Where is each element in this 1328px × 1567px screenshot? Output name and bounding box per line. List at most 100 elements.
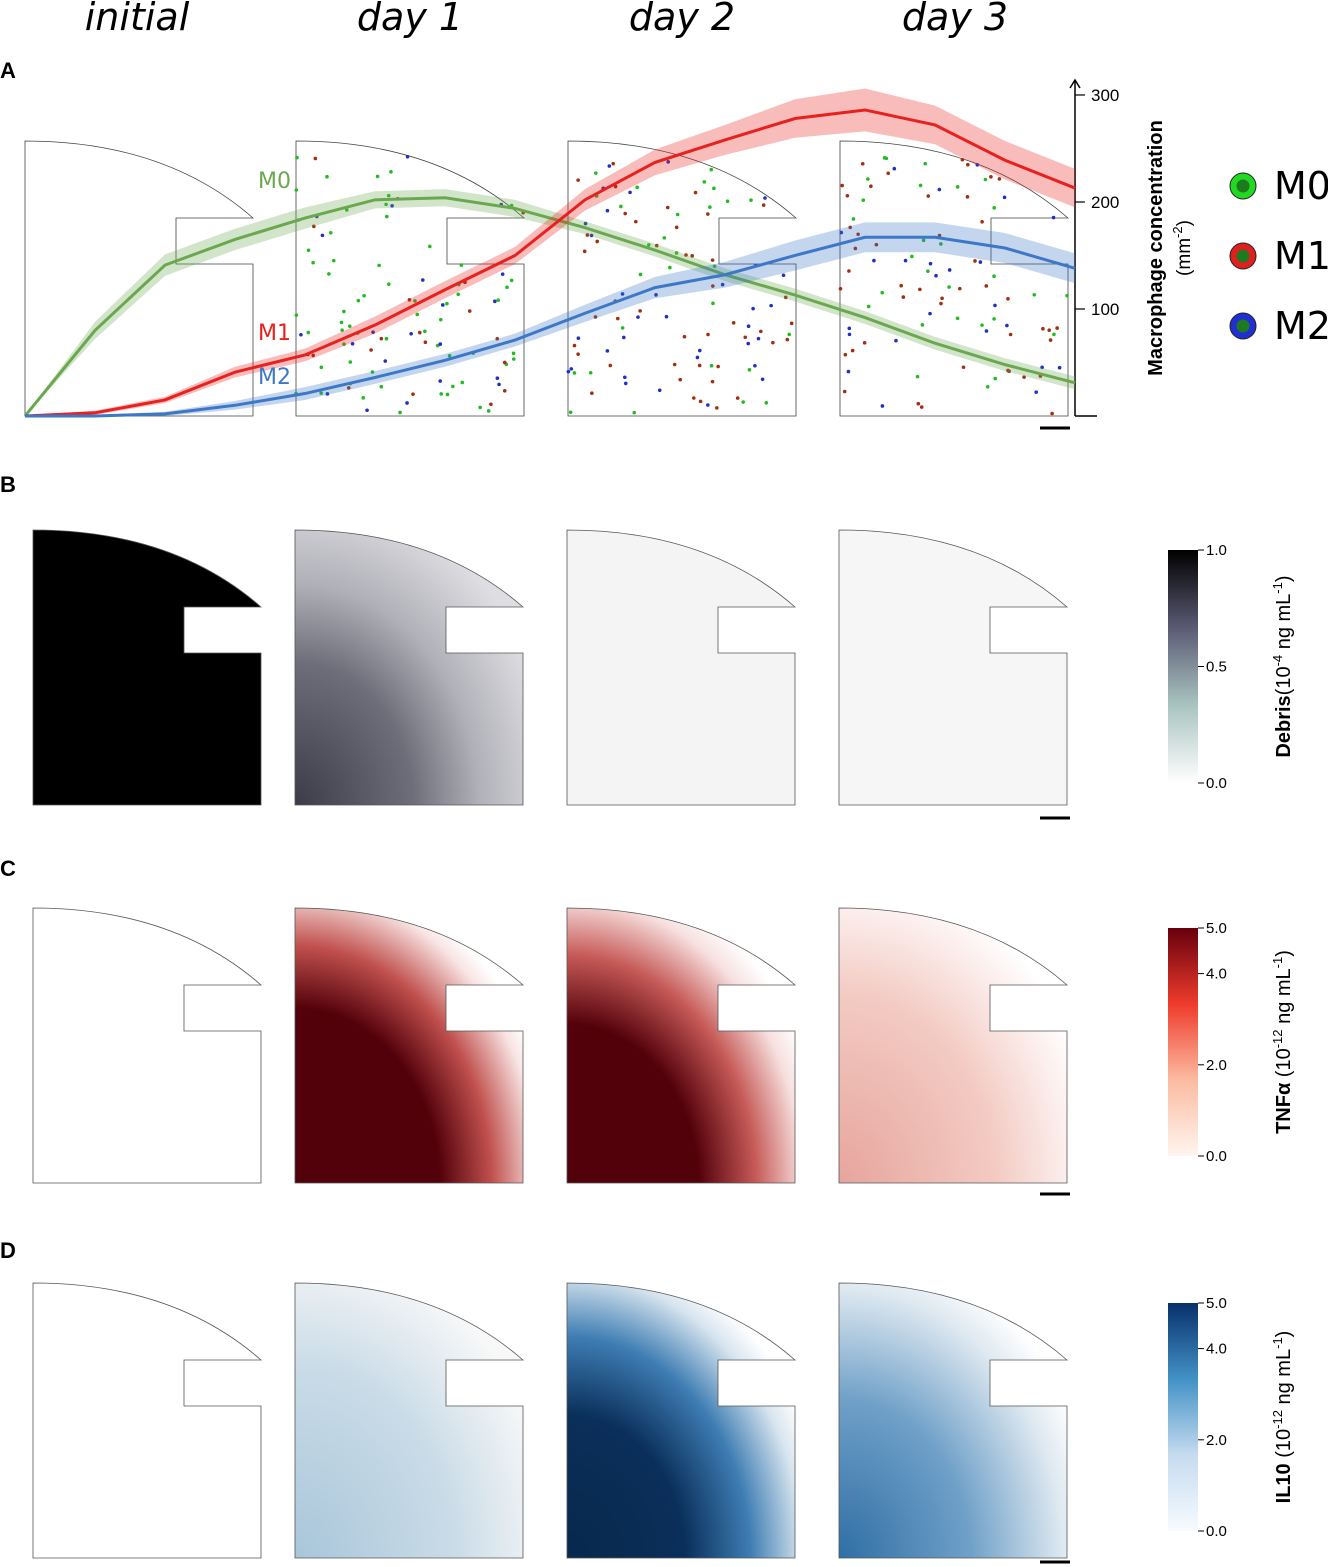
cell-dot <box>311 353 315 358</box>
cell-dot <box>690 254 695 258</box>
cell-dot <box>384 336 389 341</box>
cell-dot <box>320 233 325 238</box>
heatmap-image <box>294 529 525 806</box>
cell-dot <box>568 410 573 415</box>
cell-dot <box>710 379 715 384</box>
cell-dot <box>619 204 623 209</box>
cell-dot <box>1050 411 1054 416</box>
cell-dot <box>842 389 847 394</box>
cell-dot <box>1052 332 1056 337</box>
cell-dot <box>980 220 984 224</box>
series-label: M2 <box>258 365 291 390</box>
cell-dot <box>665 205 670 210</box>
cell-dot <box>856 232 860 237</box>
colorbar <box>1168 550 1198 783</box>
unit-part: ng mL <box>1273 968 1295 1029</box>
cell-dot <box>894 338 898 343</box>
cell-dot <box>439 317 443 322</box>
cell-dot <box>916 401 921 406</box>
cell-dot <box>839 230 844 235</box>
cell-dot <box>588 370 593 375</box>
cell-dot <box>369 348 373 352</box>
cell-dot <box>325 174 329 179</box>
cell-dot <box>983 177 988 182</box>
colorbar-tick-label: 0.0 <box>1206 775 1227 792</box>
unit-part: ) <box>1174 220 1195 226</box>
cell-dot <box>348 360 353 364</box>
cell-dot <box>720 282 725 287</box>
series-line <box>23 196 1076 417</box>
legend-marker-core <box>1236 319 1250 333</box>
cell-dot <box>439 392 444 396</box>
cell-dot <box>495 336 500 341</box>
cell-dot <box>787 332 792 337</box>
cell-dot <box>921 238 926 243</box>
cell-dot <box>294 188 299 192</box>
cell-dot <box>947 285 951 289</box>
cell-dot <box>496 298 501 302</box>
unit-part: (10 <box>1273 1048 1295 1082</box>
cell-dot <box>350 341 355 346</box>
cell-dot <box>632 410 637 415</box>
cell-dot <box>741 400 745 404</box>
error-band <box>25 222 1075 416</box>
cell-dot <box>356 298 361 303</box>
cell-dot <box>385 214 389 219</box>
cell-dot <box>764 400 769 405</box>
cell-dot <box>328 230 333 235</box>
cell-dot <box>445 301 449 306</box>
cell-dot <box>1032 292 1037 297</box>
cell-dot <box>702 180 707 184</box>
heatmap-image <box>32 529 263 806</box>
cell-dot <box>478 405 482 410</box>
unit-part: ng mL <box>1273 594 1295 655</box>
legend-label: M0 <box>1274 164 1328 208</box>
cell-dot <box>749 198 753 202</box>
y-tick-label: 200 <box>1091 193 1119 212</box>
cell-dot <box>572 343 577 348</box>
cell-dot <box>984 329 989 333</box>
cell-dot <box>413 299 417 303</box>
cell-dot <box>872 258 876 263</box>
unit-part: ) <box>1273 575 1295 582</box>
cell-dot <box>928 261 933 266</box>
cell-dot <box>874 242 879 247</box>
cell-dot <box>383 359 388 363</box>
cell-dot <box>975 162 980 167</box>
cell-dot <box>405 154 410 159</box>
tissue-outline <box>24 140 255 417</box>
cell-dot <box>438 342 443 346</box>
cell-dot <box>712 264 717 269</box>
cell-dot <box>711 284 715 288</box>
cell-dot <box>1057 365 1062 370</box>
heatmap-image <box>294 907 525 1184</box>
colorbar-tick-label: 4.0 <box>1206 1341 1227 1358</box>
cell-dot <box>511 351 516 356</box>
cell-dot <box>636 315 640 319</box>
cell-dot <box>978 260 983 264</box>
cell-dot <box>698 399 703 404</box>
cell-dot <box>605 208 610 213</box>
cell-dot <box>346 386 351 390</box>
cell-dot <box>715 406 719 410</box>
heatmap-image <box>294 1282 525 1559</box>
cell-dot <box>955 185 960 189</box>
cell-dot <box>899 283 903 288</box>
cell-dot <box>947 268 952 272</box>
y-tick-label: 100 <box>1091 300 1119 319</box>
cell-dot <box>638 272 643 277</box>
cell-dot <box>763 196 767 200</box>
cell-dot <box>585 233 590 237</box>
cell-dot <box>1007 369 1012 374</box>
cell-dot <box>861 198 866 202</box>
cell-dot <box>1040 365 1044 370</box>
cell-dot <box>502 360 507 365</box>
unit-part: ) <box>1273 1331 1295 1338</box>
column-header: day 1 <box>357 0 463 39</box>
cell-dot <box>684 253 688 257</box>
cell-dot <box>1048 338 1053 342</box>
cell-dot <box>985 384 990 389</box>
cell-dot <box>731 321 736 325</box>
cell-dot <box>923 161 928 166</box>
cell-dot <box>993 376 998 381</box>
